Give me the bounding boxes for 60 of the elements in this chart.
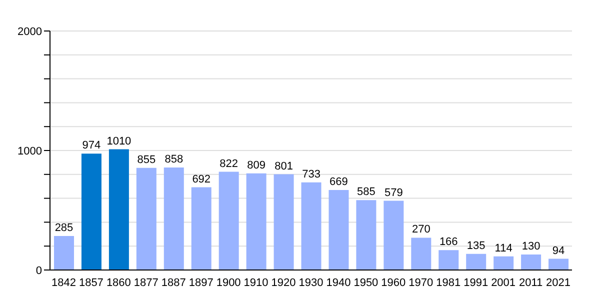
bar bbox=[466, 254, 486, 270]
bar bbox=[328, 190, 349, 270]
data-label: 135 bbox=[466, 240, 486, 252]
y-tick-label: 2000 bbox=[18, 26, 42, 38]
x-tick-label: 1842 bbox=[51, 276, 76, 289]
x-tick-label: 1897 bbox=[188, 276, 214, 289]
x-tick-label: 2001 bbox=[491, 276, 516, 289]
bar bbox=[356, 200, 376, 270]
x-tick-label: 1920 bbox=[271, 276, 296, 289]
bar bbox=[246, 173, 266, 270]
bar bbox=[411, 238, 432, 270]
data-label: 822 bbox=[220, 158, 238, 170]
x-tick-label: 1930 bbox=[298, 276, 324, 289]
data-label: 733 bbox=[302, 168, 320, 180]
x-tick-label: 2021 bbox=[546, 276, 571, 289]
data-label: 855 bbox=[137, 154, 156, 166]
x-tick-label: 1970 bbox=[408, 276, 434, 289]
x-tick-label: 1887 bbox=[161, 276, 186, 289]
x-tick-label: 1960 bbox=[381, 276, 406, 289]
data-label: 858 bbox=[164, 153, 184, 166]
bar bbox=[301, 182, 322, 270]
bar bbox=[384, 200, 404, 270]
x-tick-label: 1900 bbox=[216, 276, 241, 289]
bar bbox=[164, 167, 184, 270]
bar bbox=[548, 258, 569, 270]
data-label: 285 bbox=[54, 222, 74, 234]
bar bbox=[494, 256, 514, 270]
bar bbox=[81, 154, 102, 270]
x-tick-label: 1877 bbox=[134, 276, 158, 289]
data-label: 114 bbox=[494, 242, 512, 254]
data-label: 166 bbox=[439, 236, 458, 248]
x-tick-label: 2011 bbox=[518, 276, 543, 289]
bar bbox=[108, 149, 129, 270]
bar bbox=[136, 168, 156, 270]
y-tick-label: 0 bbox=[36, 264, 42, 277]
data-label: 585 bbox=[357, 186, 376, 198]
data-label: 270 bbox=[412, 224, 430, 236]
x-tick-label: 1910 bbox=[244, 276, 268, 289]
data-label: 130 bbox=[522, 240, 540, 252]
x-tick-label: 1940 bbox=[326, 276, 351, 289]
bar bbox=[218, 172, 239, 270]
x-tick-label: 1950 bbox=[354, 276, 378, 289]
data-label: 974 bbox=[82, 140, 101, 152]
data-label: 692 bbox=[192, 173, 211, 186]
bar bbox=[438, 250, 459, 270]
data-label: 801 bbox=[274, 160, 293, 172]
y-tick-label: 1000 bbox=[18, 145, 42, 158]
bar bbox=[274, 174, 294, 270]
data-label: 809 bbox=[247, 159, 266, 172]
bar bbox=[191, 187, 212, 270]
x-tick-label: 1991 bbox=[464, 276, 488, 289]
data-label: 94 bbox=[552, 244, 565, 257]
bar bbox=[521, 254, 542, 270]
bar bbox=[54, 236, 74, 270]
data-label: 579 bbox=[384, 186, 403, 199]
data-label: 669 bbox=[330, 176, 348, 188]
data-label: 1010 bbox=[106, 135, 132, 148]
x-tick-label: 1860 bbox=[106, 276, 131, 289]
x-tick-label: 1981 bbox=[436, 276, 461, 289]
x-tick-label: 1857 bbox=[78, 276, 104, 289]
